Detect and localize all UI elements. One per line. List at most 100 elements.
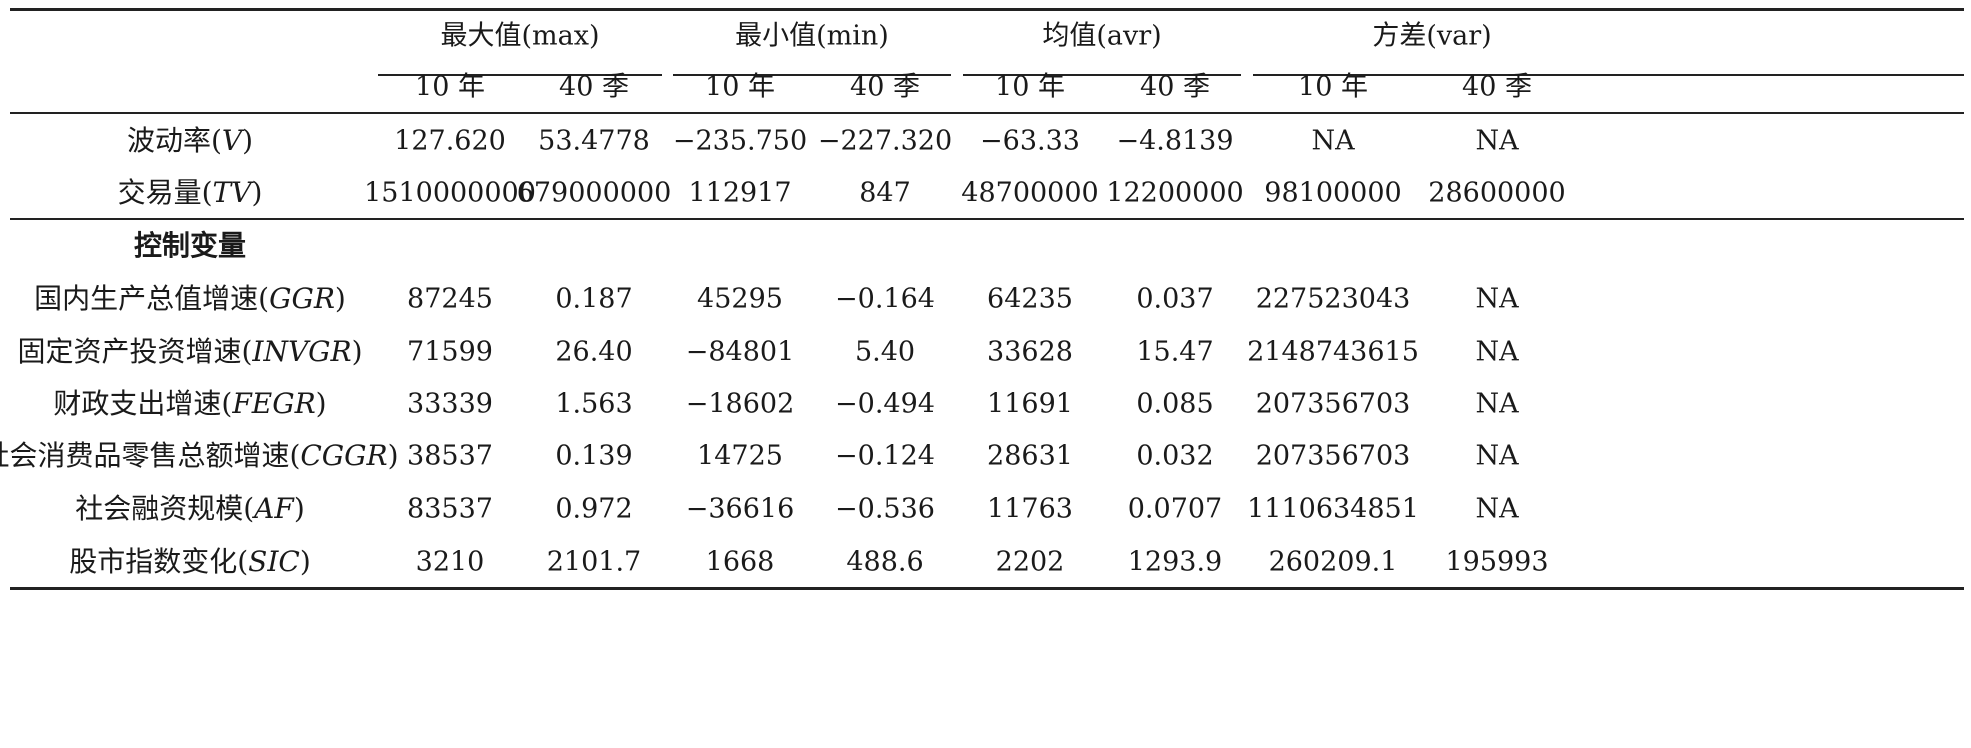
row-label-close: ) xyxy=(251,176,263,209)
row-label-close: ) xyxy=(242,124,254,157)
subcolumn-header: 10 年 xyxy=(1298,71,1368,103)
table-cell: 847 xyxy=(859,177,911,209)
row-label-abbreviation: V xyxy=(221,124,243,157)
table-cell: 0.085 xyxy=(1136,388,1214,420)
table-cell: 33628 xyxy=(987,336,1073,368)
table-cell: 0.139 xyxy=(555,440,633,472)
table-cell: 227523043 xyxy=(1255,283,1411,315)
table-cell: 64235 xyxy=(987,283,1073,315)
row-label-text: 固定资产投资增速( xyxy=(17,335,253,368)
table-cell: 48700000 xyxy=(961,177,1099,209)
group-underline-var xyxy=(1253,74,1964,76)
subcolumn-header: 40 季 xyxy=(1140,71,1210,103)
table-cell: 28631 xyxy=(987,440,1073,472)
table-cell: 2101.7 xyxy=(546,546,642,578)
table-cell: 45295 xyxy=(697,283,783,315)
table-cell: 28600000 xyxy=(1428,177,1566,209)
row-label-abbreviation: SIC xyxy=(248,545,300,578)
row-label-abbreviation: GGR xyxy=(269,282,335,315)
table-cell: NA xyxy=(1475,125,1519,157)
bottom-rule xyxy=(10,587,1964,590)
row-label-text: 社会消费品零售总额增速( xyxy=(0,439,301,472)
table-cell: 33339 xyxy=(407,388,493,420)
table-cell: 127.620 xyxy=(394,125,506,157)
row-label-close: ) xyxy=(299,545,311,578)
group-header: 均值(avr) xyxy=(1042,20,1162,52)
table-cell: −235.750 xyxy=(672,125,808,157)
table-cell: −84801 xyxy=(685,336,795,368)
table-cell: NA xyxy=(1311,125,1355,157)
table-cell: NA xyxy=(1475,493,1519,525)
subcolumn-header: 10 年 xyxy=(705,71,775,103)
row-label-close: ) xyxy=(334,282,346,315)
subcolumn-header: 10 年 xyxy=(415,71,485,103)
top-rule xyxy=(10,8,1964,11)
row-label: 国内生产总值增速(GGR) xyxy=(34,285,346,313)
row-label-text: 财政支出增速( xyxy=(53,387,233,420)
table-cell: −0.536 xyxy=(835,493,935,525)
row-label-close: ) xyxy=(387,439,399,472)
row-label-text: 国内生产总值增速( xyxy=(34,282,270,315)
table-cell: 14725 xyxy=(697,440,783,472)
row-label: 社会融资规模(AF) xyxy=(75,495,305,523)
row-label-close: ) xyxy=(315,387,327,420)
table-cell: −63.33 xyxy=(980,125,1080,157)
group-underline-avr xyxy=(963,74,1241,76)
table-cell: 0.032 xyxy=(1136,440,1214,472)
row-label-abbreviation: AF xyxy=(254,492,294,525)
table-cell: 83537 xyxy=(407,493,493,525)
row-label: 固定资产投资增速(INVGR) xyxy=(17,338,362,366)
table-cell: 207356703 xyxy=(1255,388,1411,420)
table-cell: 3210 xyxy=(415,546,485,578)
table-cell: 5.40 xyxy=(854,336,916,368)
table-cell: −227.320 xyxy=(817,125,953,157)
row-label-text: 股市指数变化( xyxy=(69,545,249,578)
section-rule xyxy=(10,218,1964,220)
table-cell: 0.037 xyxy=(1136,283,1214,315)
table-cell: 15.47 xyxy=(1136,336,1214,368)
table-cell: −36616 xyxy=(685,493,795,525)
table-cell: 679000000 xyxy=(516,177,672,209)
row-label-abbreviation: FEGR xyxy=(232,387,316,420)
group-header: 最大值(max) xyxy=(440,20,600,52)
table-cell: 2202 xyxy=(995,546,1065,578)
table-cell: −0.494 xyxy=(835,388,935,420)
table-cell: 195993 xyxy=(1445,546,1549,578)
table-cell: 112917 xyxy=(688,177,792,209)
row-label-abbreviation: INVGR xyxy=(252,335,352,368)
table-cell: 1.563 xyxy=(555,388,633,420)
header-rule xyxy=(10,112,1964,114)
table-cell: 0.972 xyxy=(555,493,633,525)
table-cell: NA xyxy=(1475,283,1519,315)
group-underline-min xyxy=(673,74,951,76)
table-cell: 87245 xyxy=(407,283,493,315)
table-cell: NA xyxy=(1475,336,1519,368)
table-cell: 11763 xyxy=(987,493,1073,525)
row-label-text: 波动率( xyxy=(126,124,222,157)
table-cell: 207356703 xyxy=(1255,440,1411,472)
row-label: 波动率(V) xyxy=(127,127,253,155)
table-cell: −0.164 xyxy=(835,283,935,315)
table-cell: 98100000 xyxy=(1264,177,1402,209)
table-cell: −0.124 xyxy=(835,440,935,472)
table-cell: 1293.9 xyxy=(1127,546,1223,578)
table-cell: 1668 xyxy=(705,546,775,578)
row-label: 股市指数变化(SIC) xyxy=(69,548,311,576)
subcolumn-header: 40 季 xyxy=(1462,71,1532,103)
subcolumn-header: 40 季 xyxy=(850,71,920,103)
table-cell: NA xyxy=(1475,440,1519,472)
table-cell: 0.187 xyxy=(555,283,633,315)
section-label: 控制变量 xyxy=(133,229,247,262)
group-header: 最小值(min) xyxy=(735,20,889,52)
row-label-text: 交易量( xyxy=(117,176,213,209)
table-cell: 1110634851 xyxy=(1247,493,1419,525)
table-cell: 488.6 xyxy=(846,546,924,578)
table-cell: 1510000000 xyxy=(364,177,536,209)
row-label-abbreviation: CGGR xyxy=(300,439,388,472)
table-cell: −18602 xyxy=(685,388,795,420)
table-cell: 71599 xyxy=(407,336,493,368)
row-label-close: ) xyxy=(293,492,305,525)
table-cell: 0.0707 xyxy=(1127,493,1223,525)
group-header: 方差(var) xyxy=(1372,20,1492,52)
table-cell: 260209.1 xyxy=(1268,546,1398,578)
